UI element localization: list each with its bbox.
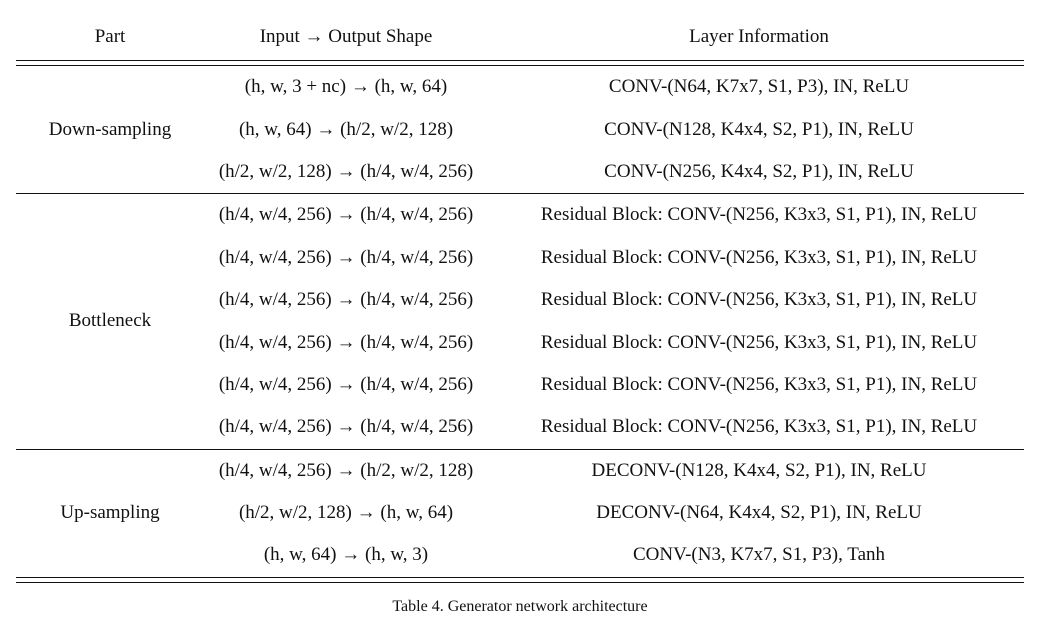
shape-cell: (h/4, w/4, 256) → (h/4, w/4, 256) — [218, 373, 474, 395]
layer-info-cell: DECONV-(N64, K4x4, S2, P1), IN, ReLU — [596, 502, 922, 524]
layer-info-cell: CONV-(N256, K4x4, S2, P1), IN, ReLU — [604, 160, 914, 182]
layer-info-cell: Residual Block: CONV-(N256, K3x3, S1, P1… — [540, 331, 978, 353]
header-double-rule — [16, 60, 1024, 66]
layer-info-cell: Residual Block: CONV-(N256, K3x3, S1, P1… — [540, 373, 978, 395]
header-part: Part — [94, 26, 126, 47]
shape-cell: (h, w, 64) → (h, w, 3) — [263, 544, 429, 566]
table-row: (h/2, w/2, 128) → (h/4, w/4, 256) CONV-(… — [16, 151, 1024, 193]
bottom-double-rule — [16, 576, 1024, 583]
section-label: Bottleneck — [68, 310, 152, 332]
section-label: Up-sampling — [60, 502, 160, 524]
layer-info-cell: CONV-(N64, K7x7, S1, P3), IN, ReLU — [608, 76, 910, 98]
table-row: (h/4, w/4, 256) → (h/4, w/4, 256) Residu… — [16, 364, 1024, 406]
shape-cell: (h, w, 3 + nc) → (h, w, 64) — [244, 76, 448, 98]
table-row: (h, w, 3 + nc) → (h, w, 64) CONV-(N64, K… — [16, 66, 1024, 108]
section-bottleneck: Bottleneck (h/4, w/4, 256) → (h/4, w/4, … — [16, 194, 1024, 448]
layer-info-cell: Residual Block: CONV-(N256, K3x3, S1, P1… — [540, 204, 978, 226]
layer-info-cell: Residual Block: CONV-(N256, K3x3, S1, P1… — [540, 289, 978, 311]
table-row: (h, w, 64) → (h/2, w/2, 128) CONV-(N128,… — [16, 108, 1024, 150]
section-down-sampling: Down-sampling (h, w, 3 + nc) → (h, w, 64… — [16, 66, 1024, 193]
table-row: (h/2, w/2, 128) → (h, w, 64) DECONV-(N64… — [16, 492, 1024, 534]
shape-cell: (h/4, w/4, 256) → (h/2, w/2, 128) — [218, 459, 474, 481]
table-row: (h/4, w/4, 256) → (h/4, w/4, 256) Residu… — [16, 406, 1024, 448]
shape-cell: (h/4, w/4, 256) → (h/4, w/4, 256) — [218, 289, 474, 311]
table-row: (h/4, w/4, 256) → (h/4, w/4, 256) Residu… — [16, 279, 1024, 321]
header-layer-information: Layer Information — [689, 26, 829, 47]
table-row: (h/4, w/4, 256) → (h/4, w/4, 256) Residu… — [16, 237, 1024, 279]
table-row: (h/4, w/4, 256) → (h/4, w/4, 256) Residu… — [16, 194, 1024, 236]
table-row: (h/4, w/4, 256) → (h/4, w/4, 256) Residu… — [16, 321, 1024, 363]
section-divider — [16, 448, 1024, 450]
layer-info-cell: Residual Block: CONV-(N256, K3x3, S1, P1… — [540, 246, 978, 268]
layer-info-cell: Residual Block: CONV-(N256, K3x3, S1, P1… — [540, 416, 978, 438]
section-divider — [16, 193, 1024, 195]
shape-cell: (h/4, w/4, 256) → (h/4, w/4, 256) — [218, 416, 474, 438]
generator-architecture-table: Part Input → Output Shape Layer Informat… — [16, 14, 1024, 583]
section-label: Down-sampling — [48, 118, 172, 140]
section-up-sampling: Up-sampling (h/4, w/4, 256) → (h/2, w/2,… — [16, 450, 1024, 577]
shape-cell: (h/4, w/4, 256) → (h/4, w/4, 256) — [218, 204, 474, 226]
layer-info-cell: CONV-(N128, K4x4, S2, P1), IN, ReLU — [604, 118, 914, 140]
table-row: (h, w, 64) → (h, w, 3) CONV-(N3, K7x7, S… — [16, 534, 1024, 576]
table-header-row: Part Input → Output Shape Layer Informat… — [16, 14, 1024, 60]
shape-cell: (h/2, w/2, 128) → (h, w, 64) — [238, 502, 454, 524]
table-caption: Table 4. Generator network architecture — [392, 598, 648, 615]
shape-cell: (h/4, w/4, 256) → (h/4, w/4, 256) — [218, 331, 474, 353]
header-shape: Input → Output Shape — [259, 26, 433, 47]
shape-cell: (h/4, w/4, 256) → (h/4, w/4, 256) — [218, 246, 474, 268]
layer-info-cell: DECONV-(N128, K4x4, S2, P1), IN, ReLU — [591, 459, 927, 481]
shape-cell: (h/2, w/2, 128) → (h/4, w/4, 256) — [218, 160, 474, 182]
table-row: (h/4, w/4, 256) → (h/2, w/2, 128) DECONV… — [16, 450, 1024, 492]
shape-cell: (h, w, 64) → (h/2, w/2, 128) — [238, 118, 454, 140]
layer-info-cell: CONV-(N3, K7x7, S1, P3), Tanh — [632, 544, 886, 566]
